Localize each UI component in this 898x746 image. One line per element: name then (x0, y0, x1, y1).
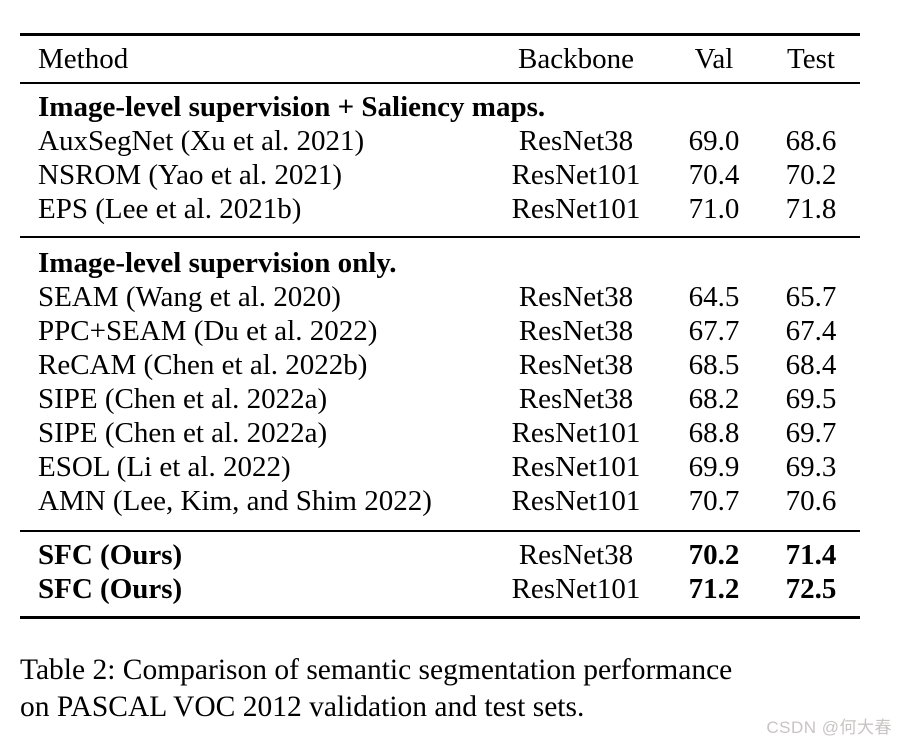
backbone-cell: ResNet38 (518, 349, 634, 381)
val-cell: 67.7 (688, 315, 740, 347)
val-cell: 68.5 (688, 349, 740, 381)
backbone-cell: ResNet101 (511, 451, 641, 483)
backbone-cell: ResNet101 (511, 159, 641, 191)
results-table: Method Backbone Val Test Image-level sup… (20, 0, 860, 619)
val-cell: 64.5 (688, 281, 740, 313)
val-cell: 70.7 (688, 485, 740, 517)
section-saliency-title: Image-level supervision + Saliency maps. (38, 91, 546, 123)
val-cell: 69.0 (688, 125, 740, 157)
val-cell: 69.9 (688, 451, 740, 483)
val-cell: 68.8 (688, 417, 740, 449)
table-rule-mid-2 (20, 530, 860, 532)
table-row-ours: SFC (Ours) ResNet38 70.2 71.4 (20, 538, 860, 572)
table-rule-mid-1 (20, 236, 860, 238)
header-val: Val (694, 43, 734, 75)
method-cell: SIPE (Chen et al. 2022a) (38, 383, 328, 415)
table-rule-after-header (20, 82, 860, 84)
test-cell: 68.6 (785, 125, 837, 157)
table-row: AMN (Lee, Kim, and Shim 2022) ResNet101 … (20, 484, 860, 518)
table-caption: Table 2: Comparison of semantic segmenta… (20, 652, 880, 726)
table-row: EPS (Lee et al. 2021b) ResNet101 71.0 71… (20, 192, 860, 226)
table-rule-top (20, 33, 860, 36)
header-test: Test (787, 43, 835, 75)
backbone-cell: ResNet38 (518, 383, 634, 415)
table-row-ours: SFC (Ours) ResNet101 71.2 72.5 (20, 572, 860, 606)
method-cell: NSROM (Yao et al. 2021) (38, 159, 342, 191)
test-cell: 68.4 (785, 349, 837, 381)
test-cell: 70.6 (785, 485, 837, 517)
table-row: ESOL (Li et al. 2022) ResNet101 69.9 69.… (20, 450, 860, 484)
method-cell: SIPE (Chen et al. 2022a) (38, 417, 328, 449)
backbone-cell: ResNet101 (511, 485, 641, 517)
method-cell: AMN (Lee, Kim, and Shim 2022) (38, 485, 432, 517)
method-cell: ReCAM (Chen et al. 2022b) (38, 349, 368, 381)
val-cell: 71.2 (688, 573, 740, 605)
method-cell: ESOL (Li et al. 2022) (38, 451, 291, 483)
backbone-cell: ResNet38 (518, 539, 634, 571)
table-row: SIPE (Chen et al. 2022a) ResNet101 68.8 … (20, 416, 860, 450)
test-cell: 70.2 (785, 159, 837, 191)
table-row: NSROM (Yao et al. 2021) ResNet101 70.4 7… (20, 158, 860, 192)
val-cell: 71.0 (688, 193, 740, 225)
table-row: SEAM (Wang et al. 2020) ResNet38 64.5 65… (20, 280, 860, 314)
val-cell: 68.2 (688, 383, 740, 415)
backbone-cell: ResNet38 (518, 281, 634, 313)
header-method: Method (38, 43, 129, 75)
test-cell: 69.5 (785, 383, 837, 415)
test-cell: 72.5 (785, 573, 837, 605)
method-cell: PPC+SEAM (Du et al. 2022) (38, 315, 378, 347)
test-cell: 69.3 (785, 451, 837, 483)
val-cell: 70.2 (688, 539, 740, 571)
backbone-cell: ResNet38 (518, 125, 634, 157)
backbone-cell: ResNet101 (511, 193, 641, 225)
table-header-row: Method Backbone Val Test (20, 36, 860, 82)
test-cell: 71.4 (785, 539, 837, 571)
section-image-only: Image-level supervision only. SEAM (Wang… (20, 238, 860, 530)
backbone-cell: ResNet101 (511, 573, 641, 605)
val-cell: 70.4 (688, 159, 740, 191)
section-saliency: Image-level supervision + Saliency maps.… (20, 84, 860, 236)
test-cell: 69.7 (785, 417, 837, 449)
test-cell: 67.4 (785, 315, 837, 347)
header-backbone: Backbone (518, 43, 634, 75)
backbone-cell: ResNet101 (511, 417, 641, 449)
method-cell: AuxSegNet (Xu et al. 2021) (38, 125, 365, 157)
backbone-cell: ResNet38 (518, 315, 634, 347)
csdn-watermark: CSDN @何大春 (766, 718, 892, 737)
section-image-only-title: Image-level supervision only. (38, 247, 397, 279)
table-row: ReCAM (Chen et al. 2022b) ResNet38 68.5 … (20, 348, 860, 382)
table-row: AuxSegNet (Xu et al. 2021) ResNet38 69.0… (20, 124, 860, 158)
table-row: PPC+SEAM (Du et al. 2022) ResNet38 67.7 … (20, 314, 860, 348)
method-cell: SFC (Ours) (38, 539, 183, 571)
table-caption-line1: Table 2: Comparison of semantic segmenta… (20, 654, 733, 686)
method-cell: SFC (Ours) (38, 573, 183, 605)
test-cell: 65.7 (785, 281, 837, 313)
table-row: SIPE (Chen et al. 2022a) ResNet38 68.2 6… (20, 382, 860, 416)
method-cell: SEAM (Wang et al. 2020) (38, 281, 341, 313)
section-ours: SFC (Ours) ResNet38 70.2 71.4 SFC (Ours)… (20, 532, 860, 616)
test-cell: 71.8 (785, 193, 837, 225)
table-rule-bottom (20, 616, 860, 619)
method-cell: EPS (Lee et al. 2021b) (38, 193, 302, 225)
table-caption-line2: on PASCAL VOC 2012 validation and test s… (20, 691, 585, 723)
